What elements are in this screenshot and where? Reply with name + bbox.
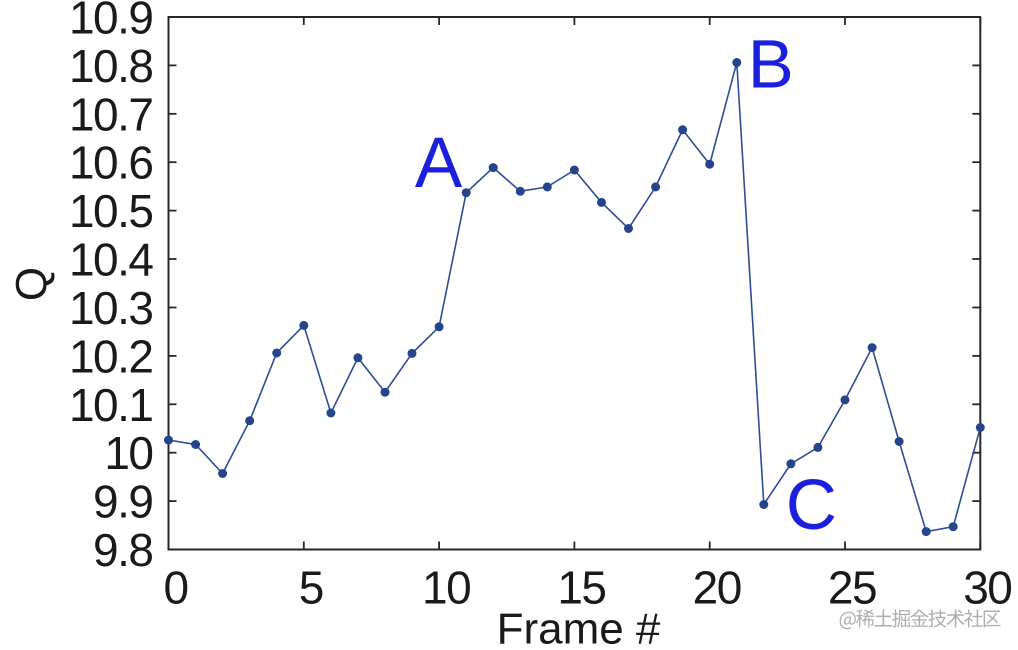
svg-text:10.8: 10.8 (69, 40, 153, 92)
svg-text:10.5: 10.5 (69, 185, 153, 237)
svg-text:10.2: 10.2 (69, 330, 153, 382)
svg-text:20: 20 (693, 562, 741, 614)
svg-text:10: 10 (104, 427, 152, 479)
svg-text:Q: Q (8, 267, 57, 301)
svg-text:10.1: 10.1 (69, 379, 153, 431)
svg-text:C: C (786, 466, 837, 545)
svg-text:0: 0 (163, 562, 187, 614)
svg-text:5: 5 (299, 562, 323, 614)
svg-text:9.8: 9.8 (93, 524, 152, 576)
svg-text:10: 10 (422, 562, 470, 614)
svg-text:25: 25 (828, 562, 876, 614)
svg-text:10.9: 10.9 (69, 0, 153, 44)
svg-text:A: A (415, 124, 463, 203)
svg-text:10.7: 10.7 (69, 88, 153, 140)
svg-text:9.9: 9.9 (93, 476, 152, 528)
svg-text:10.6: 10.6 (69, 137, 153, 189)
svg-text:B: B (748, 25, 794, 102)
svg-text:10.3: 10.3 (69, 282, 153, 334)
svg-text:15: 15 (557, 562, 605, 614)
svg-text:30: 30 (963, 562, 1011, 614)
svg-text:10.4: 10.4 (69, 234, 153, 286)
svg-text:Frame #: Frame # (497, 605, 661, 650)
